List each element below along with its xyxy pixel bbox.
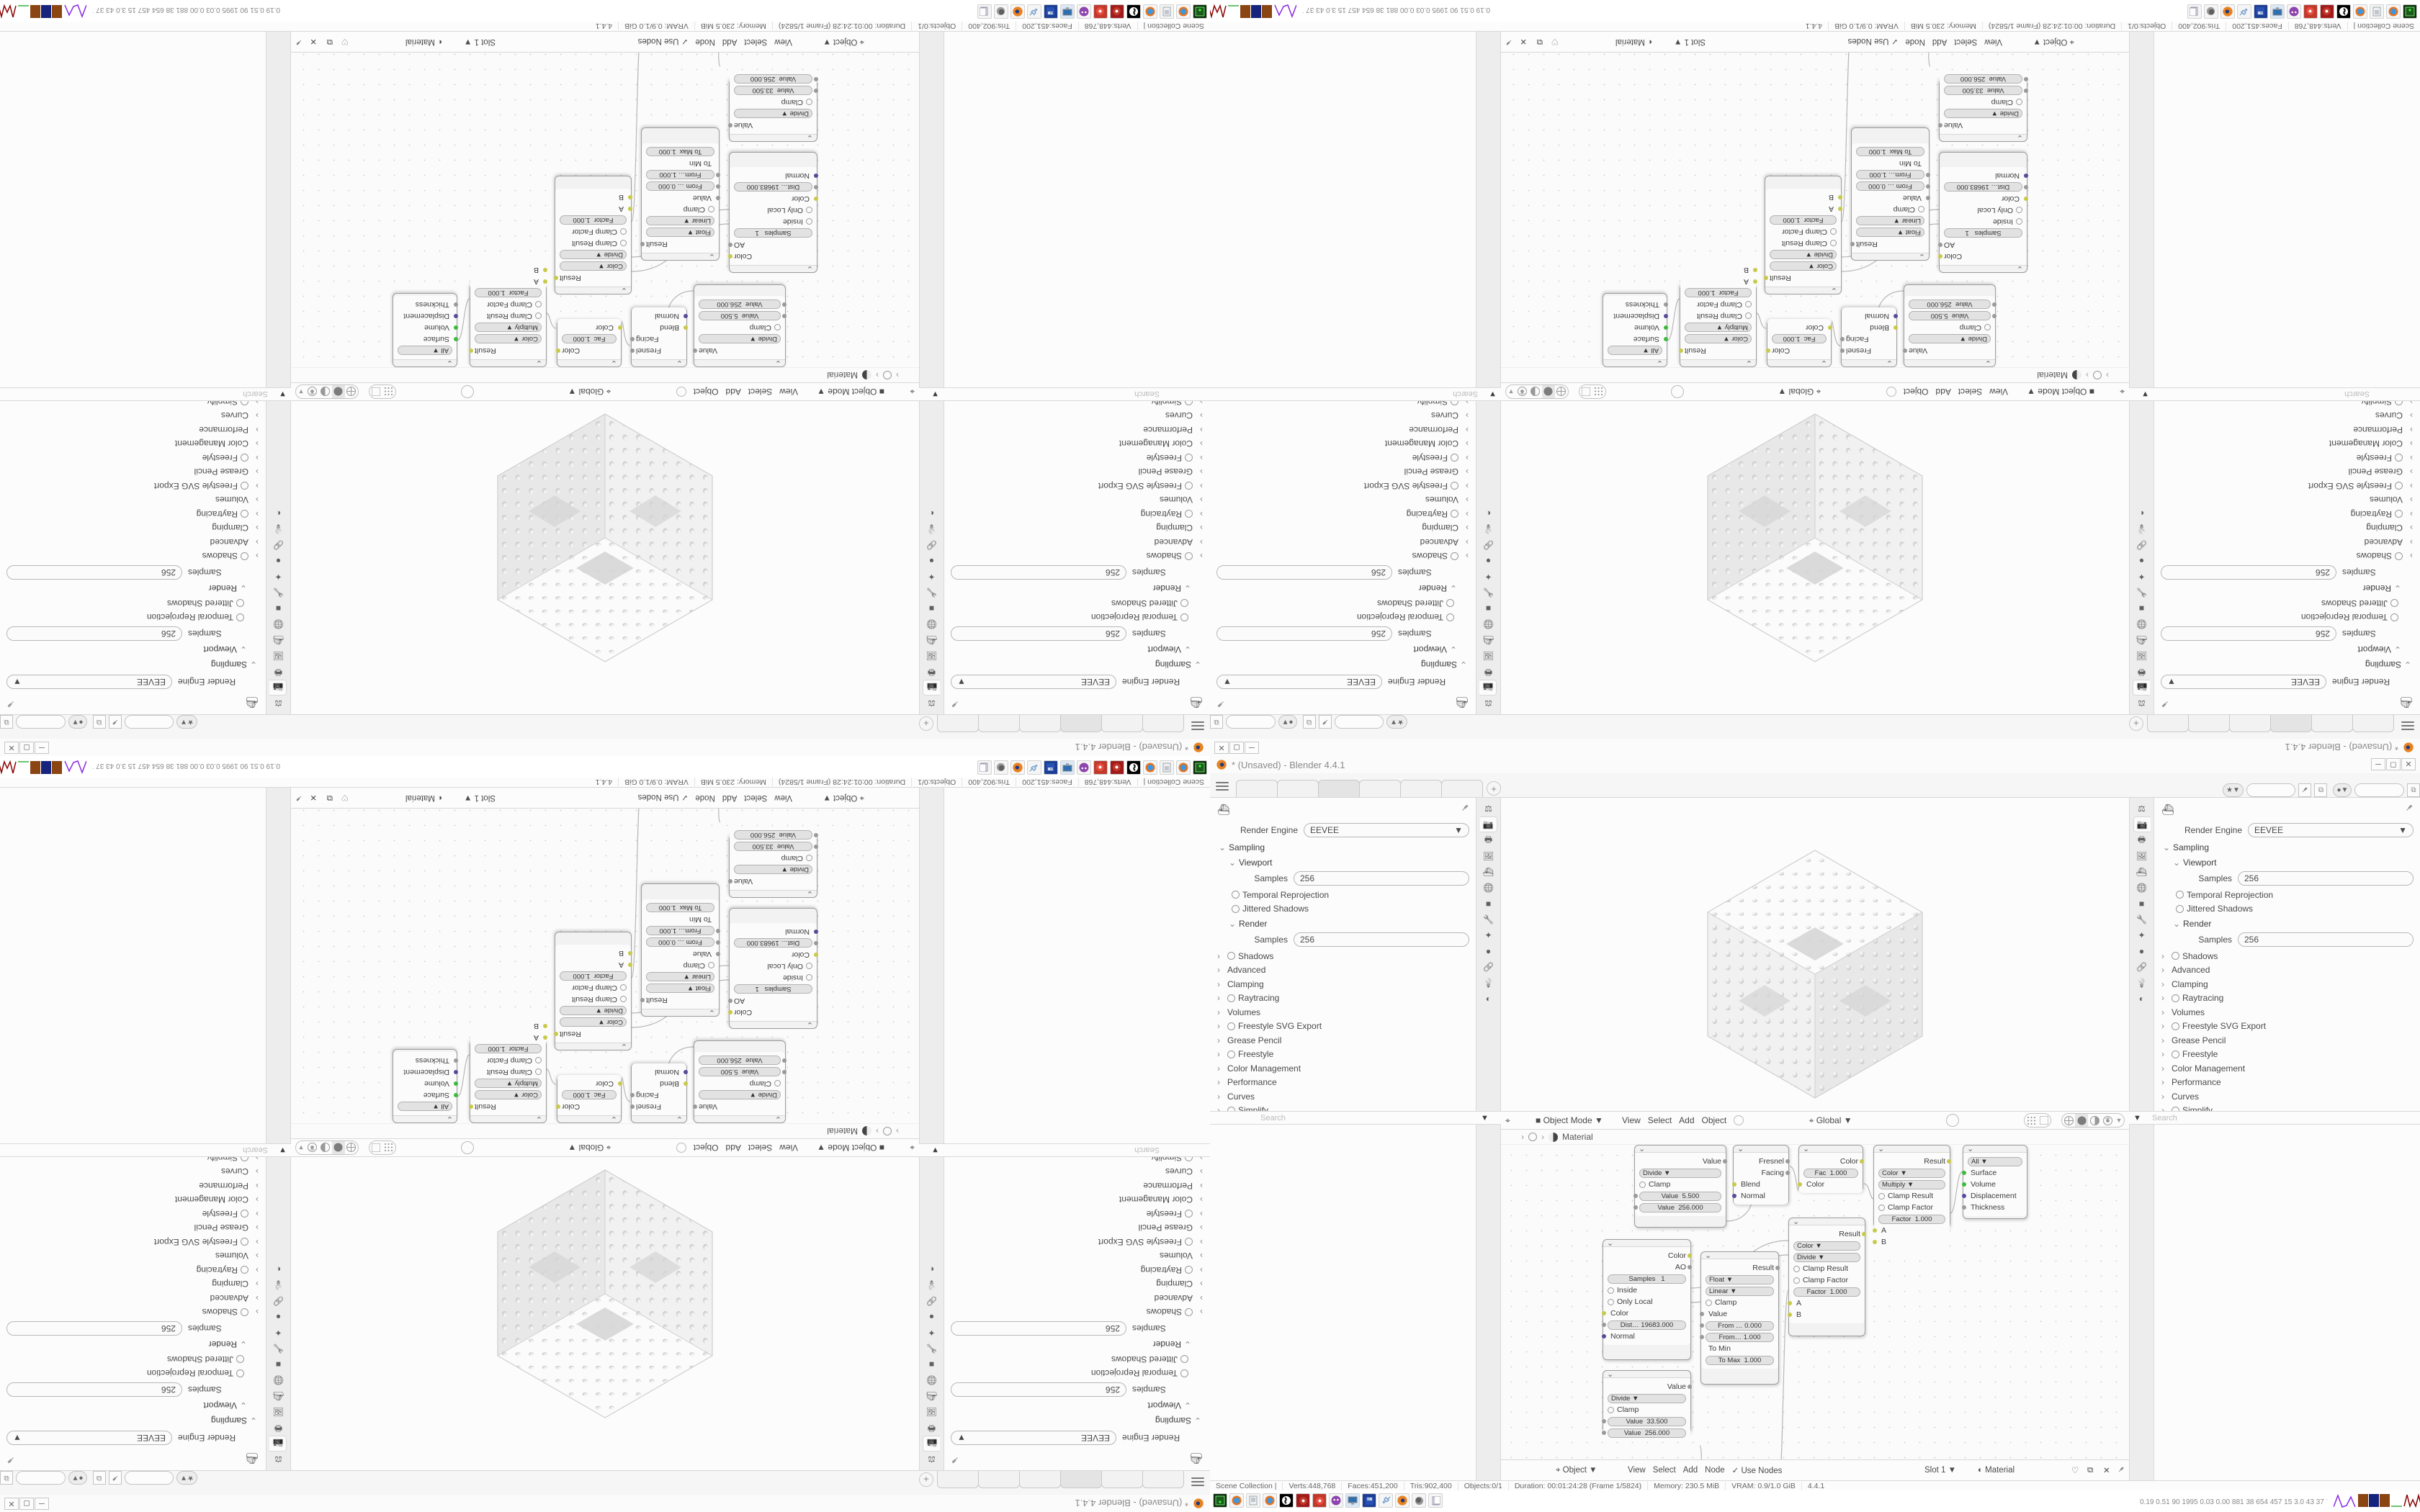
svg-text:64: 64 (1050, 768, 1053, 770)
svg-text:0.19 0.51 90 1995 0.03 0.00: 0.19 0.51 90 1995 0.03 0.00 881 38 654 4… (93, 762, 280, 770)
svg-text:64: 64 (1367, 1498, 1370, 1500)
svg-text:0.19 0.51 90 1995 0.03 0.00: 0.19 0.51 90 1995 0.03 0.00 881 38 654 4… (2140, 1498, 2327, 1506)
svg-text:64: 64 (1050, 12, 1053, 14)
svg-text:0.19 0.51 90 1995 0.03 0.00: 0.19 0.51 90 1995 0.03 0.00 881 38 654 4… (93, 6, 280, 14)
svg-text:64: 64 (2260, 12, 2263, 14)
svg-text:0.19 0.51 90 1995 0.03 0.00: 0.19 0.51 90 1995 0.03 0.00 881 38 654 4… (1303, 6, 1490, 14)
